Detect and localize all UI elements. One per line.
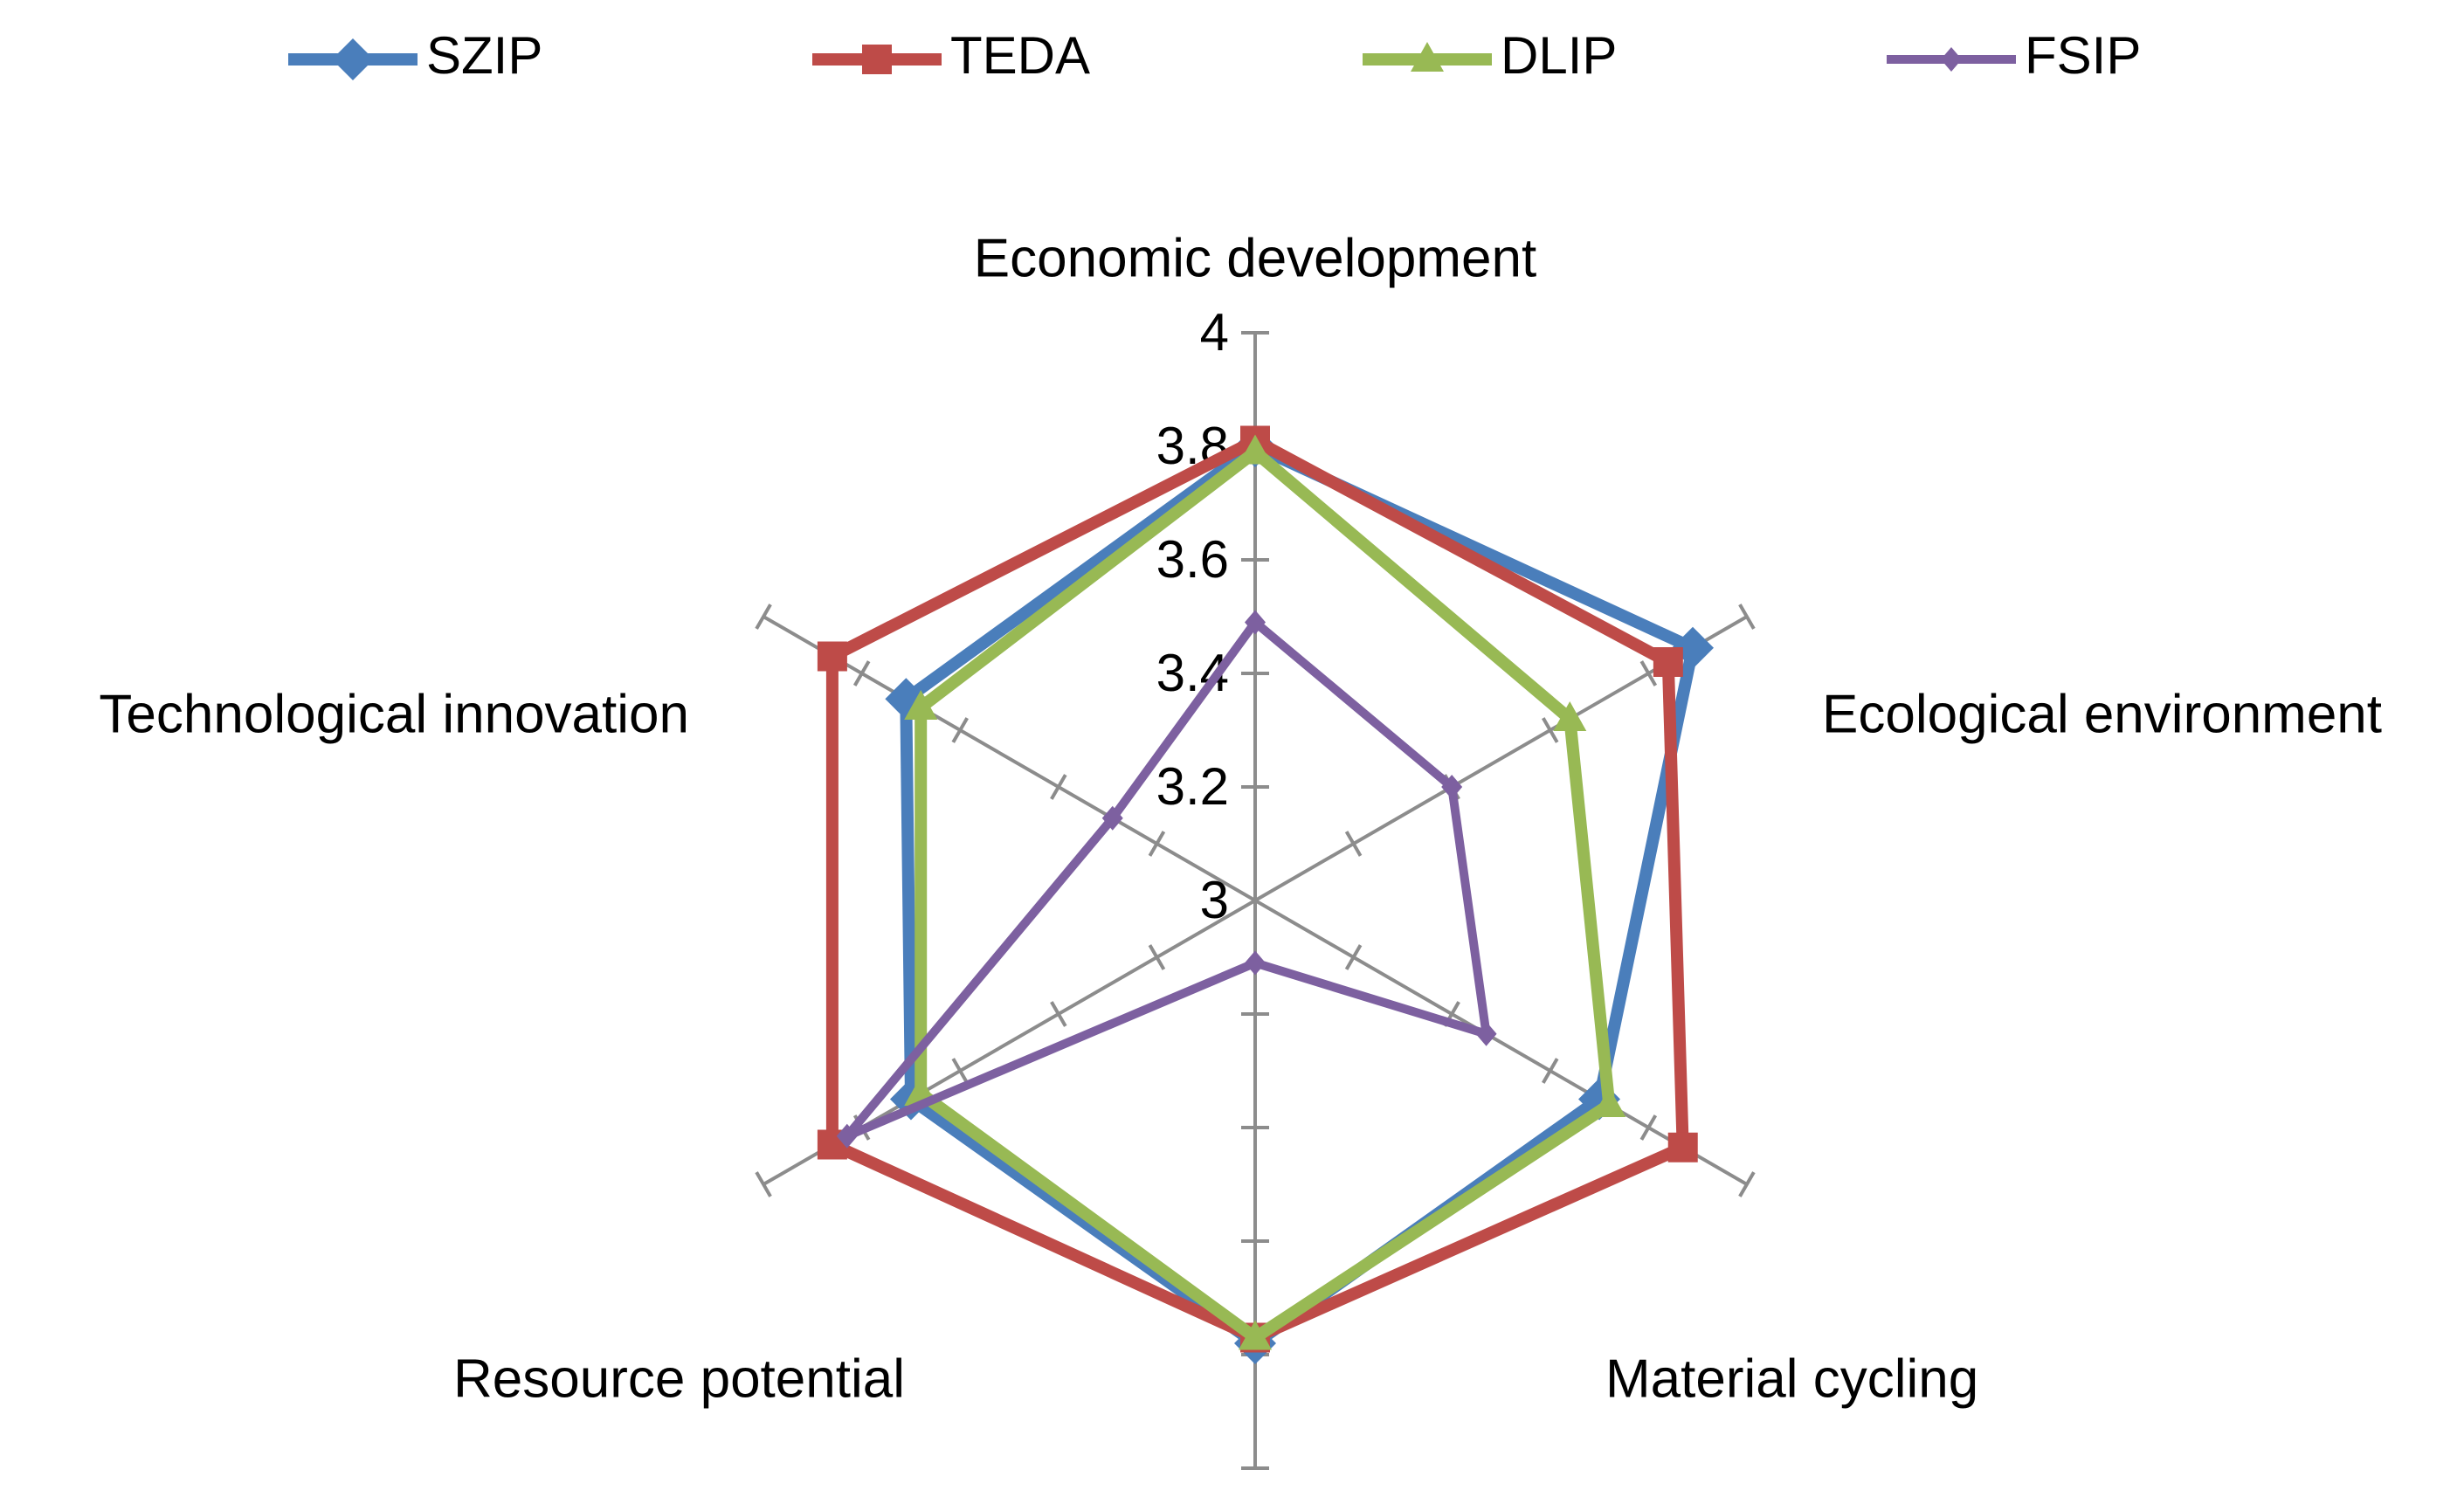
tick-mark: [1148, 944, 1166, 970]
data-point-teda-2: [1667, 1132, 1698, 1162]
tick-mark: [1148, 831, 1166, 857]
data-point-dlip-0: [1239, 434, 1272, 465]
legend-marker-dlip: [1411, 42, 1444, 72]
tick-mark: [1639, 660, 1658, 686]
data-point-fsip-5: [1101, 805, 1123, 831]
tick-mark: [951, 717, 969, 743]
legend-item-szip: SZIP: [288, 26, 542, 85]
legend: SZIP TEDA DLIP FSIP: [288, 26, 2141, 85]
data-point-teda-5: [817, 641, 847, 672]
axis-label-ecological-environment: Ecological environment: [1822, 684, 2382, 744]
series-teda: [817, 425, 1698, 1353]
data-point-dlip-5: [904, 690, 938, 720]
axis-label-economic-development: Economic development: [974, 228, 1536, 288]
legend-marker-szip: [332, 38, 374, 80]
legend-label-szip: SZIP: [426, 26, 542, 85]
data-point-dlip-1: [1553, 701, 1587, 731]
tick-label: 3.2: [1156, 757, 1229, 816]
series-fsip: [836, 610, 1497, 1149]
data-point-dlip-3: [1239, 1320, 1272, 1350]
tick-label: 4: [1200, 303, 1229, 362]
tick-mark: [1738, 604, 1756, 630]
axis-label-material-cycling: Material cycling: [1605, 1349, 1978, 1409]
tick-mark: [755, 604, 772, 630]
tick-mark: [951, 1058, 969, 1084]
axis-label-technological-innovation: Technological innovation: [99, 684, 689, 744]
axis-line-2: [1253, 899, 1748, 1186]
legend-label-dlip: DLIP: [1501, 26, 1617, 85]
data-point-fsip-1: [1441, 775, 1463, 799]
legend-label-fsip: FSIP: [2025, 26, 2141, 85]
tick-mark: [852, 660, 871, 686]
tick-mark: [755, 1171, 772, 1197]
data-point-fsip-4: [836, 1123, 858, 1149]
series-dlip: [904, 434, 1626, 1350]
series-line-teda: [825, 433, 1689, 1345]
tick-mark: [1344, 944, 1363, 970]
data-point-fsip-2: [1475, 1021, 1497, 1046]
axis-label-resource-potential: Resource potential: [453, 1349, 905, 1409]
series-line-szip: [900, 438, 1700, 1351]
legend-marker-fsip: [1941, 47, 1962, 72]
data-point-teda-1: [1653, 647, 1683, 677]
legend-label-teda: TEDA: [950, 26, 1090, 85]
data-point-fsip-3: [1245, 950, 1266, 976]
tick-mark: [1050, 1001, 1067, 1027]
data-point-dlip-2: [1592, 1087, 1626, 1117]
tick-mark: [1542, 1058, 1559, 1084]
series-layer: [817, 425, 1714, 1364]
axis-labels: Economic development Ecological environme…: [99, 228, 2382, 1409]
tick-mark: [1542, 717, 1559, 743]
data-point-fsip-0: [1245, 610, 1266, 635]
tick-mark: [1639, 1114, 1658, 1141]
legend-item-fsip: FSIP: [1887, 26, 2141, 85]
legend-marker-teda: [862, 45, 892, 74]
legend-item-teda: TEDA: [812, 26, 1090, 85]
tick-label: 3.6: [1156, 530, 1229, 589]
tick-mark: [1344, 831, 1363, 857]
tick-mark: [1050, 774, 1067, 800]
legend-item-dlip: DLIP: [1363, 26, 1617, 85]
tick-mark: [1738, 1171, 1756, 1197]
tick-label: 3: [1200, 871, 1229, 929]
